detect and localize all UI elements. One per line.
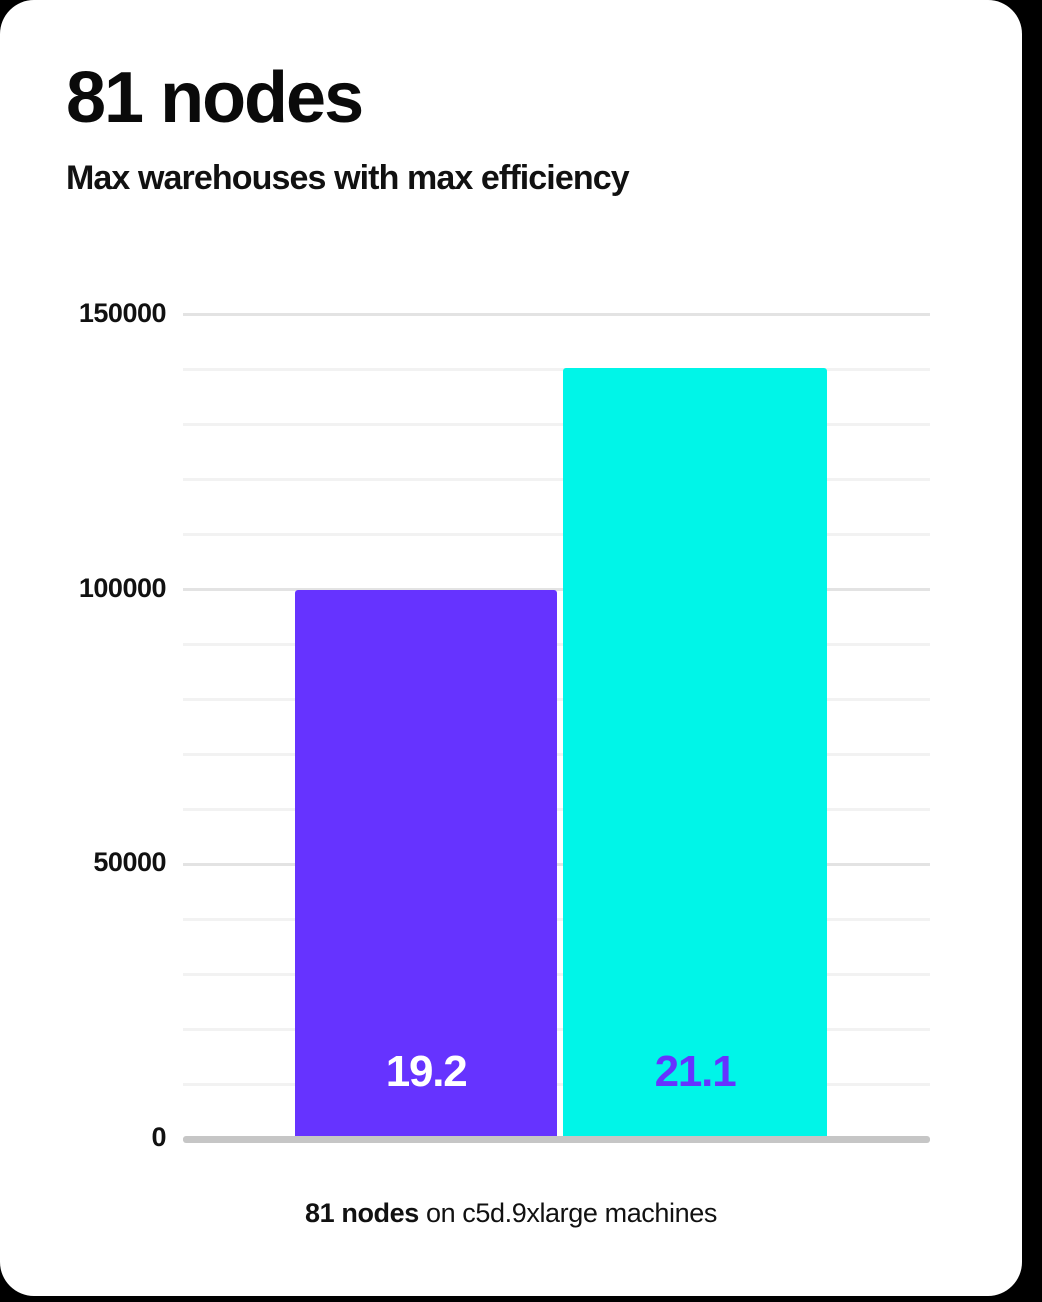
caption-rest-text: on c5d.9xlarge machines	[418, 1198, 717, 1228]
y-tick-label-150000: 150000	[78, 297, 167, 328]
chart-subtitle: Max warehouses with max efficiency	[66, 159, 630, 197]
gridline-minor	[183, 478, 930, 482]
bar-series-1[interactable]: 19.2	[295, 589, 558, 1139]
y-tick-label-0: 0	[151, 1122, 166, 1152]
bar-series-2[interactable]: 21.1	[563, 368, 827, 1139]
chart-card: 81 nodes Max warehouses with max efficie…	[0, 0, 1022, 1296]
plot-area: 19.2 21.1	[183, 304, 930, 1141]
gridline-minor	[183, 423, 930, 427]
bar-value-label-series-2: 21.1	[654, 1047, 737, 1096]
y-tick-label-100000: 100000	[78, 572, 167, 603]
bar-value-label-series-1: 19.2	[385, 1047, 468, 1096]
x-axis-baseline	[183, 1136, 930, 1143]
gridline-minor	[183, 368, 930, 372]
gridline-major	[183, 313, 930, 317]
y-tick-label-50000: 50000	[93, 847, 166, 878]
page-title: 81 nodes	[66, 58, 364, 138]
caption-bold-text: 81 nodes	[305, 1198, 419, 1228]
chart-header: 81 nodes Max warehouses with max efficie…	[66, 62, 966, 197]
chart-caption: 81 nodes on c5d.9xlarge machines	[0, 1198, 1022, 1229]
gridline-major	[183, 588, 930, 592]
gridline-minor	[183, 533, 930, 537]
